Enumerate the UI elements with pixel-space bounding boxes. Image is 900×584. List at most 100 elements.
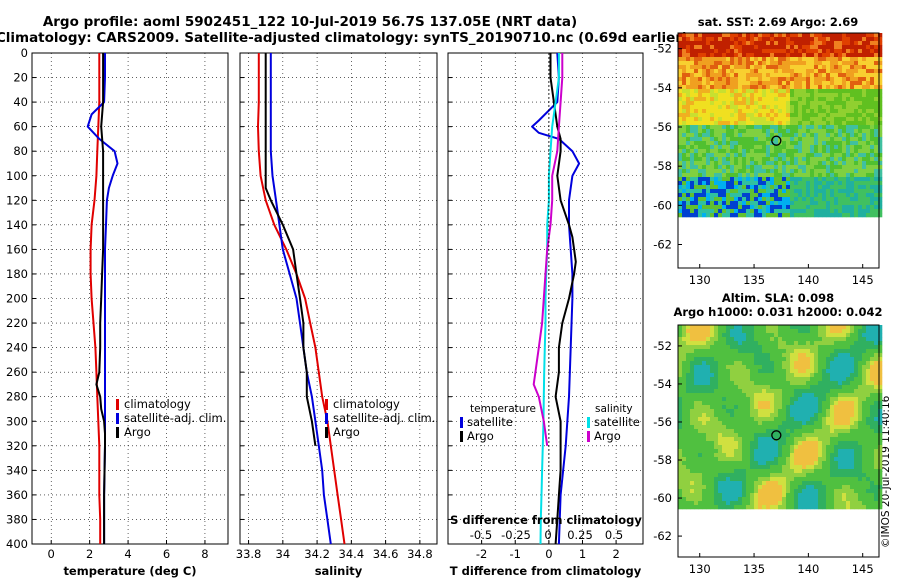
lon-tick-label: 135 (743, 562, 765, 576)
map-cell (694, 97, 699, 102)
map-cell (762, 109, 767, 114)
map-cell (730, 161, 735, 166)
map-cell (678, 437, 683, 442)
map-cell (778, 45, 783, 50)
map-cell (722, 505, 727, 510)
map-cell (702, 49, 707, 54)
map-cell (778, 177, 783, 182)
map-cell (850, 113, 855, 118)
map-cell (858, 165, 863, 170)
map-cell (678, 205, 683, 210)
map-cell (678, 329, 683, 334)
map-cell (722, 41, 727, 46)
map-cell (766, 141, 771, 146)
map-cell (814, 465, 819, 470)
map-cell (678, 365, 683, 370)
map-cell (702, 169, 707, 174)
map-cell (750, 405, 755, 410)
map-cell (778, 41, 783, 46)
map-cell (758, 73, 763, 78)
map-cell (786, 81, 791, 86)
map-cell (778, 493, 783, 498)
map-cell (798, 409, 803, 414)
map-cell (850, 209, 855, 214)
map-cell (878, 417, 883, 422)
map-cell (754, 393, 759, 398)
map-cell (818, 157, 823, 162)
map-cell (726, 49, 731, 54)
map-cell (702, 473, 707, 478)
map-cell (734, 113, 739, 118)
map-cell (878, 497, 883, 502)
map-cell (818, 177, 823, 182)
map-cell (822, 77, 827, 82)
map-cell (682, 445, 687, 450)
map-cell (866, 49, 871, 54)
map-cell (818, 413, 823, 418)
map-cell (798, 493, 803, 498)
map-cell (842, 41, 847, 46)
map-cell (822, 149, 827, 154)
map-cell (810, 477, 815, 482)
map-cell (810, 121, 815, 126)
map-cell (702, 141, 707, 146)
map-cell (862, 461, 867, 466)
map-cell (846, 493, 851, 498)
map-cell (702, 85, 707, 90)
map-cell (738, 181, 743, 186)
map-cell (678, 77, 683, 82)
map-cell (738, 133, 743, 138)
map-cell (822, 397, 827, 402)
map-cell (722, 57, 727, 62)
map-cell (874, 61, 879, 66)
map-cell (762, 337, 767, 342)
map-cell (694, 213, 699, 218)
map-cell (698, 429, 703, 434)
map-cell (770, 345, 775, 350)
map-cell (710, 341, 715, 346)
map-cell (862, 201, 867, 206)
map-cell (678, 389, 683, 394)
map-cell (834, 337, 839, 342)
map-cell (682, 353, 687, 358)
map-cell (834, 177, 839, 182)
map-cell (818, 213, 823, 218)
map-cell (830, 113, 835, 118)
map-cell (774, 493, 779, 498)
map-cell (838, 469, 843, 474)
map-cell (690, 329, 695, 334)
map-cell (838, 405, 843, 410)
map-cell (774, 481, 779, 486)
map-cell (834, 69, 839, 74)
map-cell (734, 157, 739, 162)
map-cell (678, 361, 683, 366)
map-cell (818, 357, 823, 362)
map-cell (698, 401, 703, 406)
map-cell (754, 437, 759, 442)
map-cell (870, 497, 875, 502)
map-cell (742, 421, 747, 426)
map-cell (742, 149, 747, 154)
map-cell (782, 489, 787, 494)
lon-tick-label: 140 (797, 562, 819, 576)
map-cell (686, 205, 691, 210)
map-cell (794, 101, 799, 106)
map-cell (730, 193, 735, 198)
map-cell (702, 445, 707, 450)
map-cell (706, 397, 711, 402)
map-cell (786, 377, 791, 382)
map-cell (686, 425, 691, 430)
map-cell (794, 413, 799, 418)
map-cell (754, 465, 759, 470)
map-cell (686, 481, 691, 486)
map-cell (814, 113, 819, 118)
map-cell (850, 165, 855, 170)
map-cell (786, 333, 791, 338)
map-cell (846, 413, 851, 418)
map-cell (754, 485, 759, 490)
map-cell (866, 325, 871, 330)
map-cell (794, 201, 799, 206)
map-cell (686, 213, 691, 218)
map-cell (726, 161, 731, 166)
map-cell (866, 153, 871, 158)
